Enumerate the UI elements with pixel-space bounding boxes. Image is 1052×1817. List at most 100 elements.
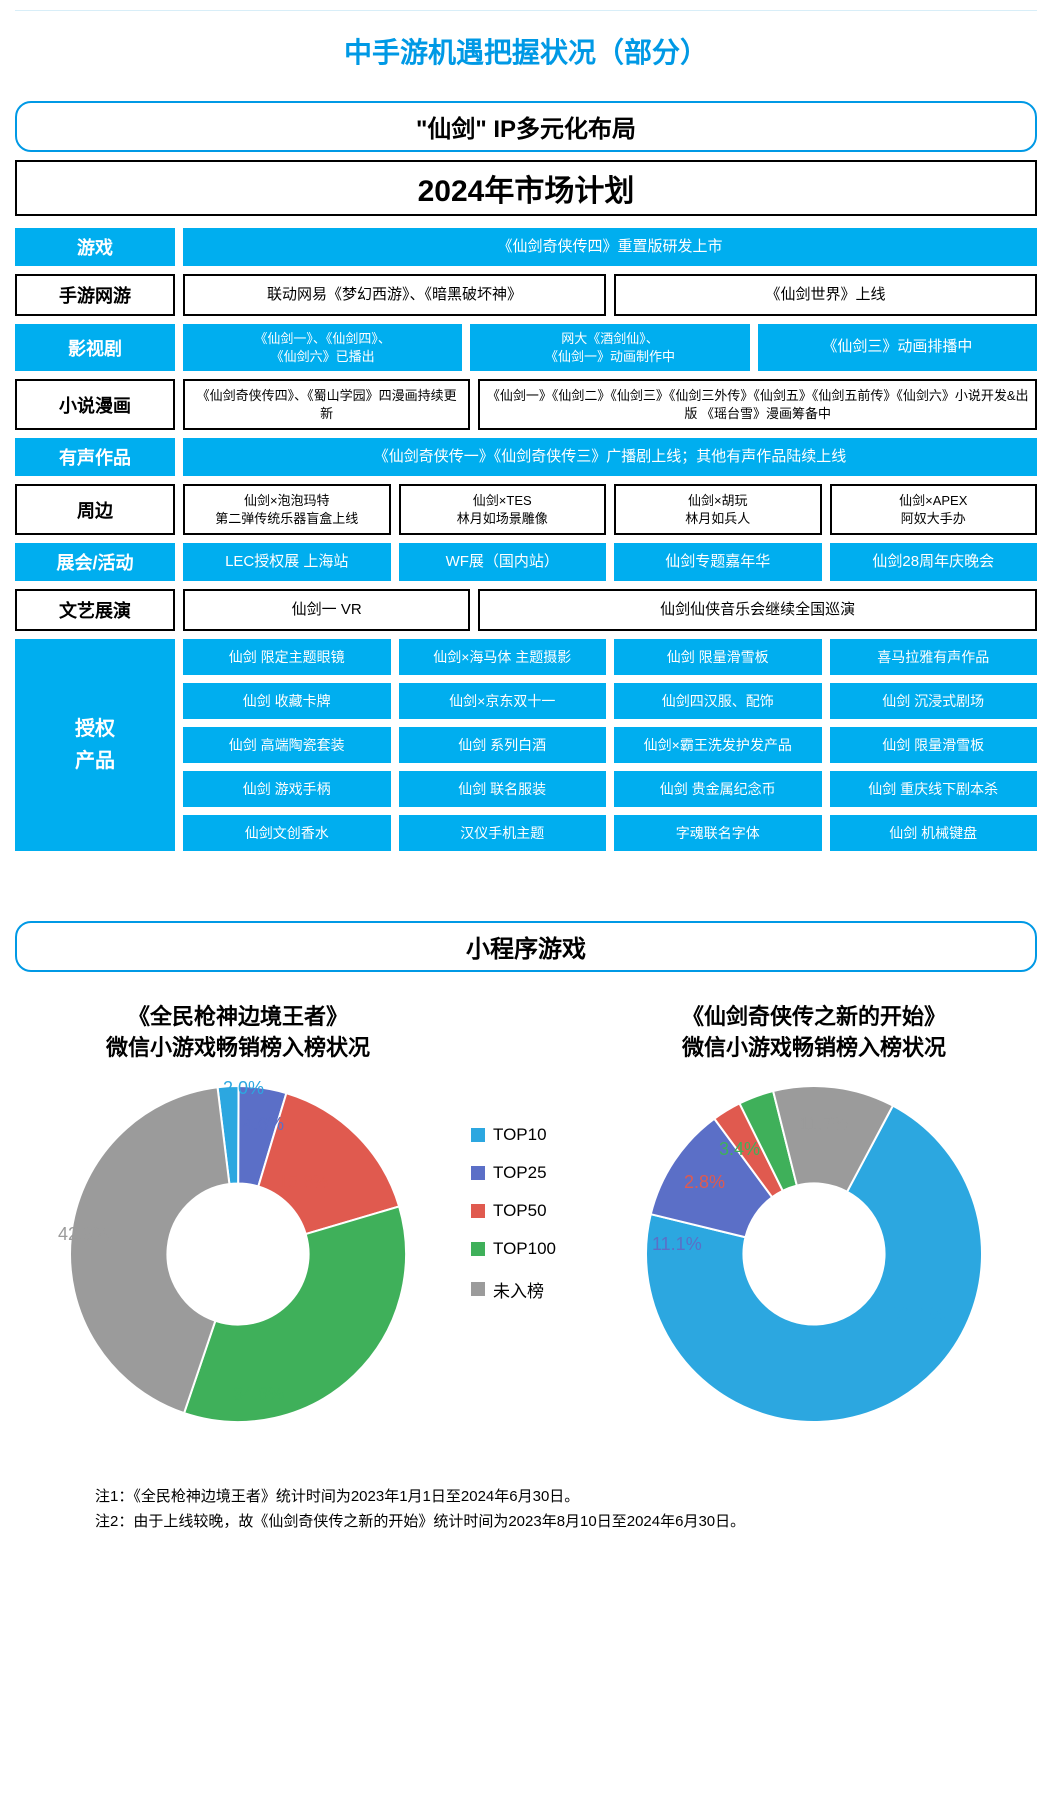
legend-label: 未入榜: [493, 1277, 544, 1302]
plan-cell: 仙剑×TES林月如场景雕像: [399, 484, 607, 535]
chart-right-title: 《仙剑奇侠传之新的开始》 微信小游戏畅销榜入榜状况: [591, 1002, 1037, 1064]
plan-cell: 仙剑×泡泡玛特第二弹传统乐器盲盒上线: [183, 484, 391, 535]
plan-row-label: 手游网游: [15, 274, 175, 316]
donut-slice-label: 11.7%: [799, 1114, 849, 1135]
legend-label: TOP100: [493, 1239, 556, 1259]
auth-product-cell: 仙剑 机械键盘: [830, 815, 1038, 851]
plan-row: 影视剧《仙剑一》、《仙剑四》、《仙剑六》已播出网大《酒剑仙》、《仙剑一》动画制作…: [15, 324, 1037, 371]
plan-row: 游戏《仙剑奇侠传四》重置版研发上市: [15, 228, 1037, 266]
legend-label: TOP10: [493, 1125, 547, 1145]
plan-row-label: 游戏: [15, 228, 175, 266]
plan-row-label: 展会/活动: [15, 543, 175, 581]
donut-slice-label: 11.1%: [652, 1234, 702, 1255]
plan-table: 游戏《仙剑奇侠传四》重置版研发上市手游网游联动网易《梦幻西游》、《暗黑破坏神》《…: [15, 228, 1037, 631]
auth-product-cell: 仙剑 限量滑雪板: [614, 639, 822, 675]
charts-container: 《全民枪神边境王者》 微信小游戏畅销榜入榜状况 2.0% 4.6% 15.8% 34.…: [15, 1002, 1037, 1424]
miniprogram-section-header: 小程序游戏: [15, 921, 1037, 972]
auth-product-cell: 仙剑四汉服、配饰: [614, 683, 822, 719]
auth-products-row: 授权产品 仙剑 限定主题眼镜仙剑×海马体 主题摄影仙剑 限量滑雪板喜马拉雅有声作…: [15, 639, 1037, 851]
plan-cell: 仙剑仙侠音乐会继续全国巡演: [478, 589, 1037, 631]
plan-row: 展会/活动LEC授权展 上海站WF展（国内站）仙剑专题嘉年华仙剑28周年庆晚会: [15, 543, 1037, 581]
plan-row-label: 周边: [15, 484, 175, 535]
auth-product-cell: 仙剑 游戏手柄: [183, 771, 391, 807]
plan-cell: 联动网易《梦幻西游》、《暗黑破坏神》: [183, 274, 606, 316]
auth-product-cell: 仙剑 系列白酒: [399, 727, 607, 763]
auth-product-cell: 喜马拉雅有声作品: [830, 639, 1038, 675]
plan-cell: 《仙剑奇侠传四》、《蜀山学园》四漫画持续更新: [183, 379, 470, 430]
legend-swatch: [471, 1204, 485, 1218]
plan-cell: 仙剑×胡玩林月如兵人: [614, 484, 822, 535]
footnotes: 注1：《全民枪神边境王者》统计时间为2023年1月1日至2024年6月30日。注…: [15, 1484, 1037, 1535]
auth-product-cell: 仙剑 限量滑雪板: [830, 727, 1038, 763]
plan-row-label: 有声作品: [15, 438, 175, 476]
donut-slice-label: 34.8%: [233, 1384, 284, 1405]
plan-row: 手游网游联动网易《梦幻西游》、《暗黑破坏神》《仙剑世界》上线: [15, 274, 1037, 316]
plan-cell: 《仙剑一》、《仙剑四》、《仙剑六》已播出: [183, 324, 462, 371]
plan-row: 小说漫画《仙剑奇侠传四》、《蜀山学园》四漫画持续更新《仙剑一》《仙剑二》《仙剑三…: [15, 379, 1037, 430]
auth-product-cell: 仙剑 收藏卡牌: [183, 683, 391, 719]
legend-item: TOP10: [471, 1125, 591, 1145]
legend-item: 未入榜: [471, 1277, 591, 1302]
plan-cell: 《仙剑奇侠传四》重置版研发上市: [183, 228, 1037, 266]
plan-cell: 《仙剑一》《仙剑二》《仙剑三》《仙剑三外传》《仙剑五》《仙剑五前传》《仙剑六》小…: [478, 379, 1037, 430]
donut-slice-label: 3.4%: [719, 1139, 760, 1160]
chart-left-title: 《全民枪神边境王者》 微信小游戏畅销榜入榜状况: [15, 1002, 461, 1064]
footnote-line: 注1：《全民枪神边境王者》统计时间为2023年1月1日至2024年6月30日。: [95, 1484, 1037, 1510]
legend-swatch: [471, 1166, 485, 1180]
auth-products-grid: 仙剑 限定主题眼镜仙剑×海马体 主题摄影仙剑 限量滑雪板喜马拉雅有声作品仙剑 收…: [183, 639, 1037, 851]
donut-slice-label: 2.0%: [223, 1078, 264, 1099]
plan-cell: LEC授权展 上海站: [183, 543, 391, 581]
legend-swatch: [471, 1282, 485, 1296]
plan-cell: 网大《酒剑仙》、《仙剑一》动画制作中: [470, 324, 749, 371]
plan-row: 有声作品《仙剑奇侠传一》《仙剑奇侠传三》广播剧上线；其他有声作品陆续上线: [15, 438, 1037, 476]
plan-row: 周边仙剑×泡泡玛特第二弹传统乐器盲盒上线仙剑×TES林月如场景雕像仙剑×胡玩林月…: [15, 484, 1037, 535]
plan-cell: 仙剑×APEX阿奴大手办: [830, 484, 1038, 535]
auth-product-cell: 仙剑 重庆线下剧本杀: [830, 771, 1038, 807]
auth-product-cell: 仙剑×霸王洗发护发产品: [614, 727, 822, 763]
plan-header: 2024年市场计划: [15, 160, 1037, 216]
donut-slice-label: 2.8%: [684, 1172, 725, 1193]
auth-product-cell: 仙剑 沉浸式剧场: [830, 683, 1038, 719]
auth-product-cell: 仙剑 贵金属纪念币: [614, 771, 822, 807]
donut-slice-label: 71.1%: [894, 1304, 945, 1325]
auth-product-cell: 字魂联名字体: [614, 815, 822, 851]
legend-swatch: [471, 1128, 485, 1142]
donut-slice-label: 42.9%: [58, 1224, 109, 1245]
plan-row: 文艺展演仙剑一 VR仙剑仙侠音乐会继续全国巡演: [15, 589, 1037, 631]
plan-cell: 仙剑一 VR: [183, 589, 470, 631]
auth-product-cell: 汉仪手机主题: [399, 815, 607, 851]
chart-right-block: 《仙剑奇侠传之新的开始》 微信小游戏畅销榜入榜状况 71.1% 11.1% 2.8%…: [591, 1002, 1037, 1424]
donut-slice-label: 15.8%: [278, 1172, 329, 1193]
auth-product-cell: 仙剑 高端陶瓷套装: [183, 727, 391, 763]
chart-left-block: 《全民枪神边境王者》 微信小游戏畅销榜入榜状况 2.0% 4.6% 15.8% 34.…: [15, 1002, 461, 1424]
ip-section-header: "仙剑" IP多元化布局: [15, 101, 1037, 152]
chart-right-donut: 71.1% 11.1% 2.8% 3.4% 11.7%: [644, 1084, 984, 1424]
legend-label: TOP50: [493, 1201, 547, 1221]
legend-item: TOP100: [471, 1239, 591, 1259]
legend-item: TOP50: [471, 1201, 591, 1221]
auth-product-cell: 仙剑 限定主题眼镜: [183, 639, 391, 675]
plan-cell: 《仙剑三》动画排播中: [758, 324, 1037, 371]
auth-product-cell: 仙剑 联名服装: [399, 771, 607, 807]
plan-cell: 《仙剑奇侠传一》《仙剑奇侠传三》广播剧上线；其他有声作品陆续上线: [183, 438, 1037, 476]
auth-product-cell: 仙剑文创香水: [183, 815, 391, 851]
charts-legend: TOP10 TOP25 TOP50 TOP100 未入榜: [461, 1002, 591, 1424]
auth-product-cell: 仙剑×京东双十一: [399, 683, 607, 719]
legend-label: TOP25: [493, 1163, 547, 1183]
top-divider: [15, 10, 1037, 11]
plan-row-label: 小说漫画: [15, 379, 175, 430]
legend-item: TOP25: [471, 1163, 591, 1183]
plan-row-label: 影视剧: [15, 324, 175, 371]
plan-cell: 仙剑28周年庆晚会: [830, 543, 1038, 581]
plan-cell: 仙剑专题嘉年华: [614, 543, 822, 581]
footnote-line: 注2：由于上线较晚，故《仙剑奇侠传之新的开始》统计时间为2023年8月10日至2…: [95, 1509, 1037, 1535]
page-main-title: 中手游机遇把握状况（部分）: [15, 31, 1037, 71]
plan-cell: 《仙剑世界》上线: [614, 274, 1037, 316]
plan-cell: WF展（国内站）: [399, 543, 607, 581]
donut-slice-label: 4.6%: [243, 1114, 284, 1135]
auth-product-cell: 仙剑×海马体 主题摄影: [399, 639, 607, 675]
chart-left-donut: 2.0%4.6%15.8%34.8%42.9%: [68, 1084, 408, 1424]
plan-row-label: 文艺展演: [15, 589, 175, 631]
legend-swatch: [471, 1242, 485, 1256]
auth-products-label: 授权产品: [15, 639, 175, 851]
